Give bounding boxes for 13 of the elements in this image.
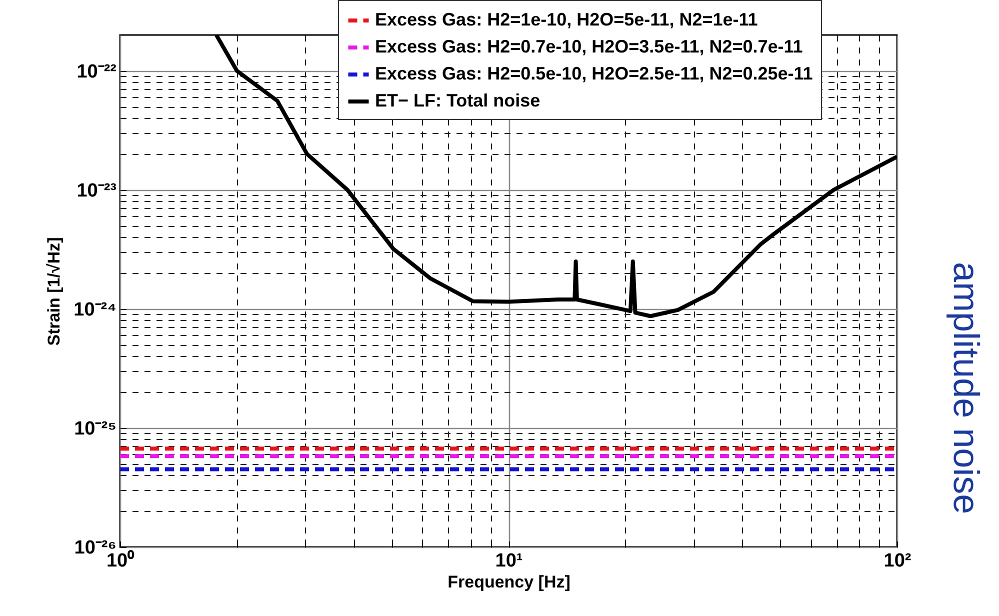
text: amplitude noise <box>946 262 987 514</box>
x-axis-title: Frequency [Hz] <box>448 572 570 592</box>
legend-label: Excess Gas: H2=0.7e-10, H2O=3.5e-11, N2=0.7e-11 <box>375 36 803 56</box>
y-tick-label: 10⁻²² <box>76 61 116 82</box>
legend-label: Excess Gas: H2=1e-10, H2O=5e-11, N2=1e-11 <box>375 10 758 30</box>
y-tick-label: 10⁻²³ <box>76 180 116 202</box>
x-tick-label: 10¹ <box>495 550 523 572</box>
x-tick-label: 10² <box>884 550 912 572</box>
y-tick-label: 10⁻²⁴ <box>74 299 116 320</box>
y-axis-title: Strain [1/√Hz] <box>44 237 64 346</box>
y-tick-label: 10⁻²⁵ <box>74 418 116 440</box>
legend-label: ET− LF: Total noise <box>375 90 540 110</box>
legend-label: Excess Gas: H2=0.5e-10, H2O=2.5e-11, N2=0.25e-11 <box>375 64 813 84</box>
